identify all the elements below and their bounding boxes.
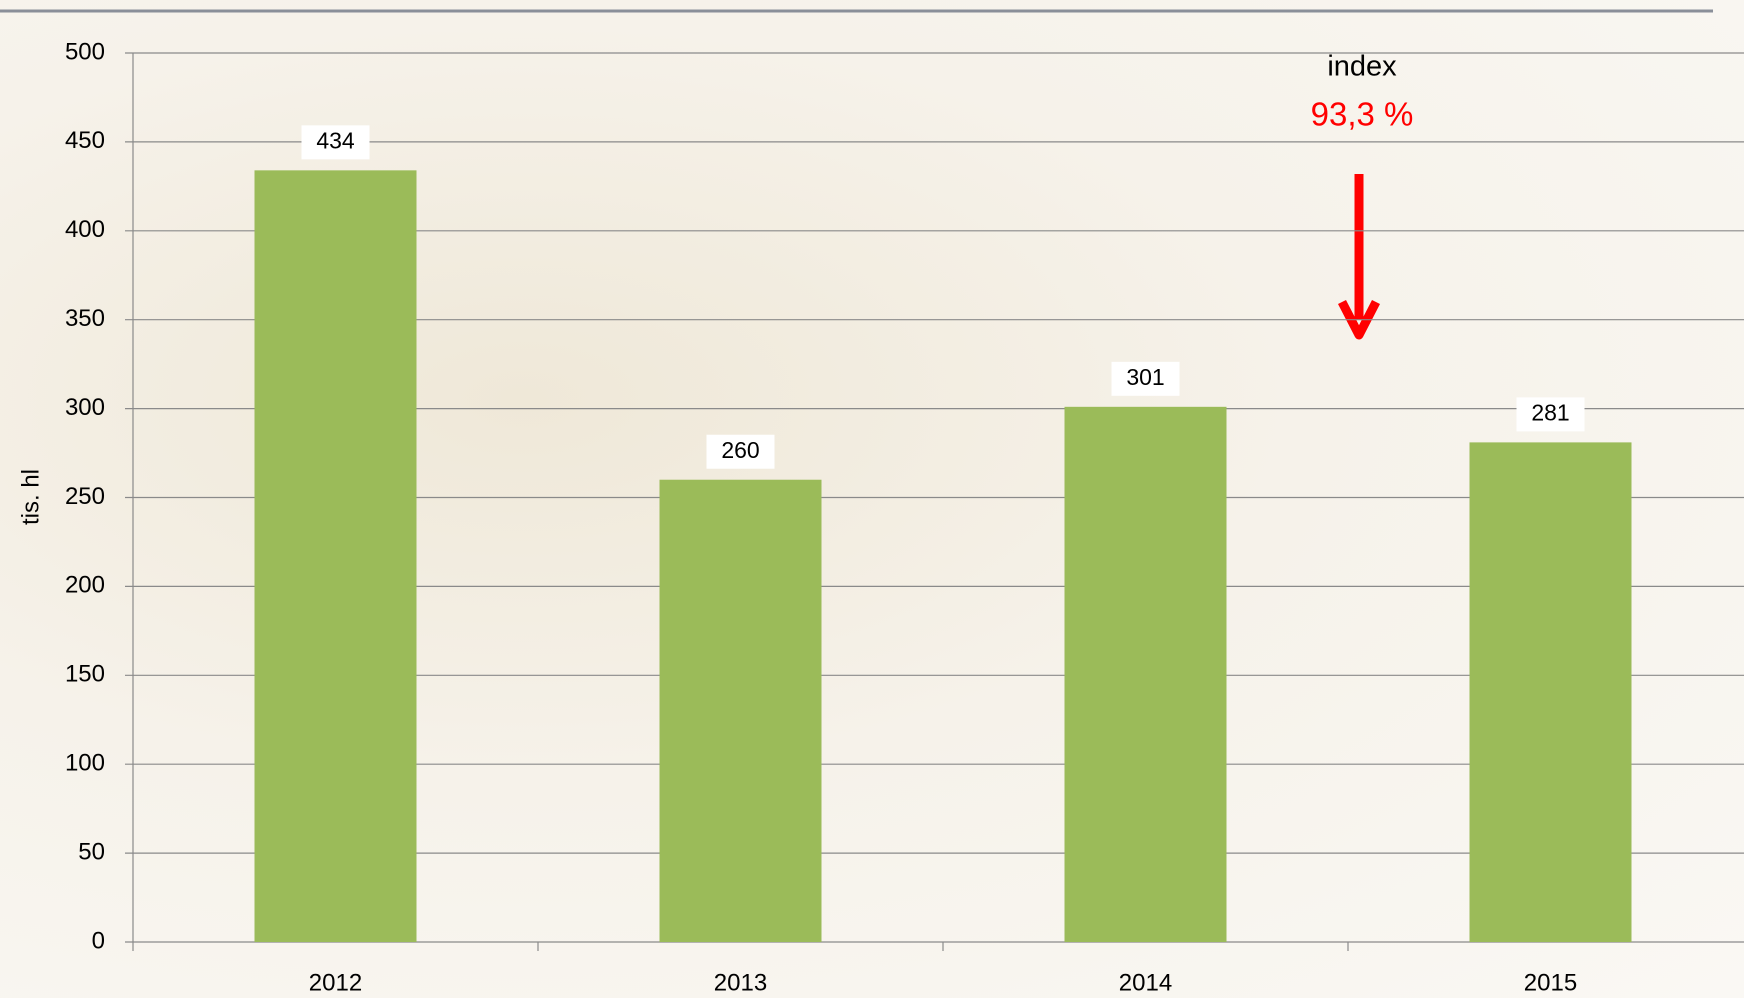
x-tick-label: 2014 [1119, 969, 1172, 996]
y-tick-label: 300 [65, 394, 105, 421]
y-tick-label: 100 [65, 750, 105, 777]
y-tick-label: 250 [65, 483, 105, 510]
data-label: 434 [316, 127, 355, 153]
data-label-box [1516, 397, 1585, 432]
arrow-head [1337, 299, 1381, 340]
data-label-box [301, 125, 370, 160]
bar [1469, 442, 1632, 942]
bar [1064, 406, 1227, 942]
y-tick-label: 200 [65, 572, 105, 599]
y-tick-label: 500 [65, 38, 105, 65]
y-tick-label: 400 [65, 216, 105, 243]
data-label-box [706, 434, 775, 469]
annotation: index [1327, 51, 1397, 83]
y-tick-label: 450 [65, 127, 105, 154]
bar [659, 479, 822, 942]
y-axis-label: tis. hl [17, 469, 44, 525]
y-tick-label: 150 [65, 661, 105, 688]
data-label: 281 [1531, 399, 1569, 425]
bar [254, 170, 417, 942]
x-tick-label: 2013 [714, 969, 767, 996]
data-label: 260 [721, 437, 759, 463]
y-tick-label: 350 [65, 305, 105, 332]
annotation: 93,3 % [1311, 96, 1414, 133]
x-tick-label: 2015 [1524, 969, 1577, 996]
data-label-box [1111, 361, 1180, 396]
data-label: 301 [1126, 364, 1164, 390]
y-tick-label: 50 [78, 838, 105, 865]
x-tick-label: 2012 [309, 969, 362, 996]
y-tick-label: 0 [92, 927, 105, 954]
